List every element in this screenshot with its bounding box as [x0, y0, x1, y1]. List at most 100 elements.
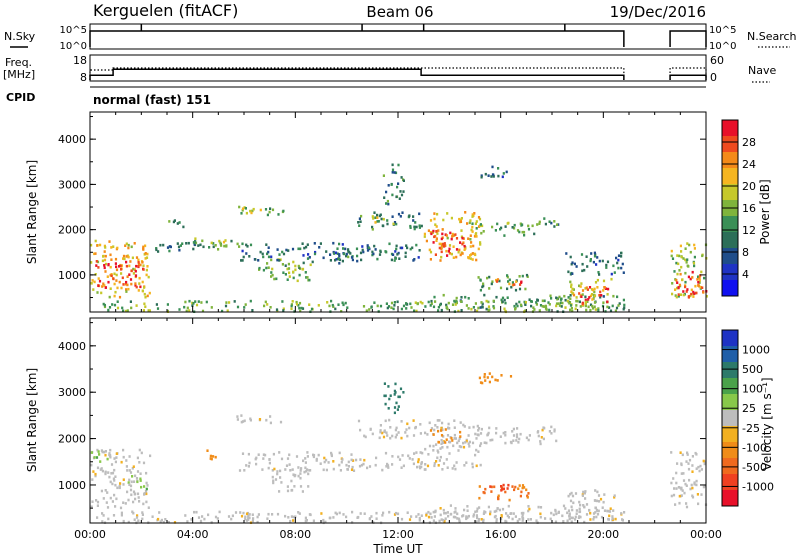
scatter-cell: [197, 300, 200, 303]
scatter-cell: [417, 256, 420, 259]
scatter-cell: [127, 498, 130, 502]
scatter-cell: [371, 250, 374, 254]
scatter-cell: [399, 387, 403, 391]
scatter-cell: [164, 518, 167, 521]
scatter-cell: [104, 472, 107, 476]
scatter-cell: [454, 507, 457, 510]
scatter-cell: [381, 431, 384, 435]
scatter-cell: [519, 283, 522, 286]
scatter-cell: [475, 220, 478, 223]
scatter-cell: [346, 468, 349, 471]
scatter-cell: [457, 449, 460, 452]
scatter-cell: [512, 427, 515, 431]
scatter-cell: [359, 428, 362, 432]
scatter-cell: [698, 281, 701, 284]
scatter-cell: [581, 302, 584, 306]
scatter-cell: [445, 303, 448, 307]
scatter-cell: [572, 293, 576, 297]
scatter-cell: [467, 297, 470, 300]
scatter-cell: [286, 489, 290, 493]
scatter-cell: [483, 491, 486, 495]
scatter-cell: [513, 223, 516, 227]
scatter-cell: [247, 465, 250, 468]
scatter-cell: [471, 252, 474, 255]
scatter-cell: [439, 303, 442, 307]
scatter-cell: [554, 520, 558, 524]
scatter-cell: [515, 433, 519, 436]
scatter-cell: [689, 277, 692, 281]
scatter-cell: [480, 175, 483, 179]
scatter-cell: [594, 281, 598, 284]
scatter-cell: [388, 510, 391, 514]
scatter-cell: [122, 478, 125, 481]
scatter-cell: [114, 460, 117, 464]
scatter-cell: [139, 479, 142, 482]
scatter-cell: [144, 257, 147, 260]
scatter-cell: [332, 305, 335, 308]
scatter-cell: [464, 211, 467, 214]
scatter-cell: [689, 250, 692, 254]
scatter-cell: [114, 290, 117, 294]
scatter-cell: [562, 504, 566, 508]
scatter-cell: [571, 291, 574, 295]
noise-tick-right-bottom: 10^0: [709, 41, 736, 52]
scatter-cell: [301, 267, 305, 271]
scatter-cell: [511, 281, 514, 284]
scatter-cell: [679, 293, 683, 296]
scatter-cell: [500, 485, 503, 488]
scatter-cell: [528, 298, 531, 301]
scatter-cell: [620, 512, 623, 515]
scatter-cell: [442, 242, 445, 246]
scatter-cell: [441, 468, 444, 471]
scatter-cell: [242, 255, 245, 259]
scatter-cell: [97, 266, 100, 269]
scatter-cell: [91, 478, 94, 481]
scatter-cell: [453, 511, 456, 514]
scatter-cell: [675, 487, 678, 490]
scatter-cell: [212, 242, 215, 245]
scatter-cell: [338, 511, 341, 515]
scatter-cell: [568, 514, 571, 518]
scatter-cell: [436, 426, 439, 429]
scatter-cell: [290, 304, 293, 308]
scatter-cell: [549, 294, 552, 298]
scatter-cell: [569, 308, 572, 312]
scatter-cell: [673, 487, 676, 490]
scatter-cell: [410, 306, 413, 309]
scatter-cell: [110, 472, 113, 475]
scatter-cell: [675, 261, 678, 265]
scatter-cell: [446, 236, 449, 240]
scatter-cell: [107, 280, 110, 284]
scatter-cell: [684, 280, 687, 284]
scatter-cell: [306, 455, 309, 458]
scatter-cell: [568, 512, 571, 515]
scatter-cell: [294, 515, 297, 518]
scatter-cell: [514, 515, 517, 518]
scatter-cell: [455, 301, 458, 305]
scatter-cell: [474, 453, 477, 457]
scatter-cell: [570, 520, 573, 523]
scatter-cell: [499, 227, 502, 231]
scatter-cell: [358, 217, 361, 220]
scatter-cell: [137, 496, 140, 499]
scatter-cell: [705, 295, 708, 298]
scatter-cell: [591, 304, 594, 308]
scatter-cell: [199, 519, 203, 523]
power-ylabel: Slant Range [km]: [25, 160, 39, 264]
scatter-cell: [510, 512, 513, 515]
scatter-cell: [132, 465, 135, 468]
frequency-trace: [89, 68, 707, 80]
scatter-cell: [507, 483, 510, 487]
scatter-cell: [430, 302, 433, 305]
scatter-cell: [516, 519, 519, 523]
scatter-cell: [118, 265, 121, 268]
scatter-cell: [415, 451, 418, 454]
scatter-cell: [394, 382, 397, 386]
scatter-cell: [350, 468, 354, 471]
scatter-cell: [245, 512, 249, 516]
scatter-cell: [258, 418, 262, 421]
scatter-cell: [421, 301, 424, 305]
scatter-cell: [125, 255, 128, 258]
scatter-cell: [201, 515, 204, 518]
scatter-cell: [295, 455, 299, 458]
